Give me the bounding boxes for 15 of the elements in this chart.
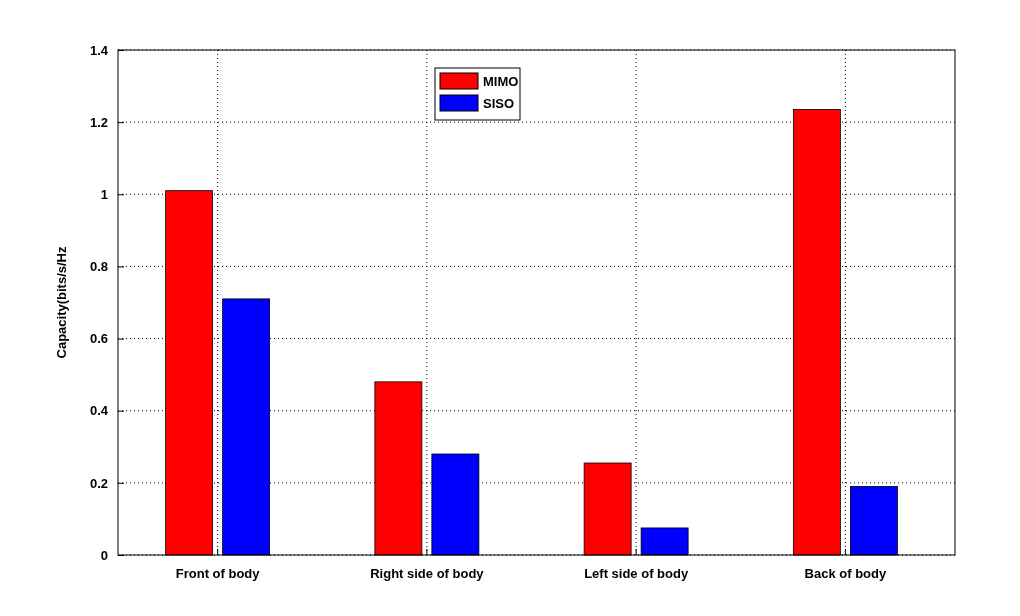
y-tick-label: 0.6 [89,331,108,347]
x-tick-label: Left side of body [584,566,689,582]
y-axis-title: Capacity(bits/s/Hz [54,246,69,359]
x-tick-label: Back of body [804,566,887,582]
legend-label: MIMO [483,74,519,89]
y-tick-label: 1.4 [89,42,109,58]
y-tick-label: 0.8 [89,259,108,275]
y-tick-label: 1 [100,186,108,202]
x-tick-label: Right side of body [370,566,485,582]
y-tick-label: 0.4 [89,403,109,419]
legend-label: SISO [483,96,515,111]
y-tick-label: 1.2 [89,114,108,130]
y-tick-label: 0 [100,547,108,563]
x-tick-label: Front of body [175,566,261,582]
y-tick-label: 0.2 [89,475,108,491]
